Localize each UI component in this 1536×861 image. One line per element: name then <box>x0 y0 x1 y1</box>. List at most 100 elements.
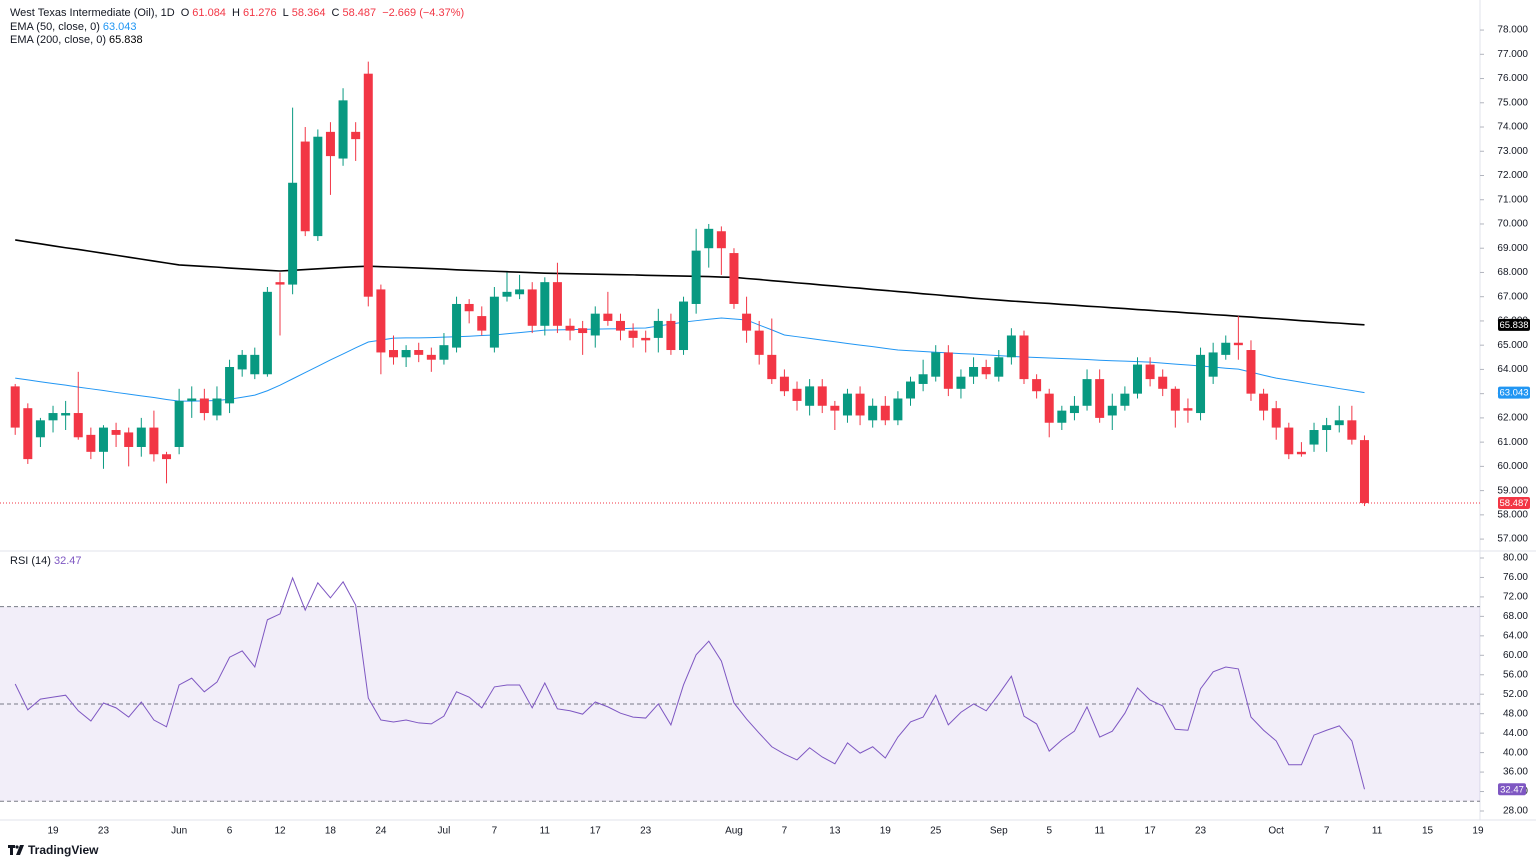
candle-body <box>98 427 108 452</box>
ohlc-label: C <box>331 7 340 19</box>
candle-body <box>1221 342 1231 355</box>
candle-body <box>1284 427 1294 455</box>
y-tick-label: 57.000 <box>1497 534 1528 545</box>
candle-body <box>540 282 550 326</box>
change-value: −2.669 (−4.37%) <box>382 7 465 19</box>
candle-body <box>1145 364 1155 380</box>
y-tick-label: 60.00 <box>1503 650 1528 661</box>
y-tick-label: 76.00 <box>1503 572 1528 583</box>
candle-body <box>830 405 840 411</box>
candle-body <box>162 454 172 460</box>
candle-body <box>880 405 890 421</box>
candle-body <box>212 398 222 416</box>
candle-body <box>969 366 979 377</box>
candle-body <box>414 350 424 355</box>
ohlc-value: 61.276 <box>242 7 277 19</box>
x-tick-label: Jul <box>438 826 451 837</box>
candle-body <box>275 282 285 285</box>
candle-body <box>250 354 260 375</box>
candle-body <box>73 413 83 438</box>
y-tick-label: 67.000 <box>1497 291 1528 302</box>
y-tick-label: 56.00 <box>1503 669 1528 680</box>
indicator-line <box>15 317 1365 402</box>
candle-body <box>1057 410 1067 423</box>
candle-body <box>1069 405 1079 414</box>
x-tick-label: 23 <box>1195 826 1207 837</box>
candle-body <box>552 282 562 326</box>
candle-body <box>515 289 525 295</box>
price-badge <box>1498 497 1530 510</box>
candle-body <box>742 313 752 331</box>
rsi-legend: RSI (14) 32.47 <box>10 556 85 567</box>
candle-body <box>86 434 96 452</box>
candle-body <box>868 405 878 421</box>
y-tick-label: 72.00 <box>1503 592 1528 603</box>
candle-body <box>1196 354 1206 414</box>
y-tick-label: 62.000 <box>1497 413 1528 424</box>
candle-body <box>1322 425 1332 431</box>
candle-body <box>1120 393 1130 406</box>
candle-body <box>817 386 827 406</box>
candle-body <box>590 313 600 336</box>
candle-body <box>502 291 512 297</box>
candle-body <box>199 398 209 414</box>
indicator-line <box>14 576 1365 790</box>
candle-body <box>716 231 726 249</box>
y-tick-label: 65.000 <box>1497 340 1528 351</box>
price-badge <box>1498 318 1530 331</box>
candle-body <box>893 398 903 421</box>
candle-body <box>149 427 159 455</box>
candle-body <box>1107 405 1117 416</box>
candle-body <box>628 330 638 338</box>
x-tick-label: 11 <box>1372 826 1383 837</box>
x-tick-label: 17 <box>1145 826 1157 837</box>
y-tick-label: 59.000 <box>1497 485 1528 496</box>
price-badge-label: 63.043 <box>1499 388 1528 399</box>
legend-name: RSI (14) <box>10 555 51 567</box>
y-tick-label: 68.000 <box>1497 267 1528 278</box>
candle-body <box>1359 440 1369 504</box>
candle-body <box>691 250 701 304</box>
candle-body <box>23 408 33 460</box>
candle-body <box>1019 335 1029 380</box>
x-tick-label: 23 <box>98 826 110 837</box>
candle-body <box>994 357 1004 377</box>
y-tick-label: 58.000 <box>1497 509 1528 520</box>
candle-body <box>527 289 537 326</box>
x-tick-label: 18 <box>325 826 337 837</box>
ohlc-value: 58.487 <box>342 7 377 19</box>
y-tick-label: 76.000 <box>1497 73 1528 84</box>
legend-name: EMA (200, close, 0) <box>10 34 106 46</box>
y-tick-label: 68.00 <box>1503 611 1528 622</box>
candle-body <box>1296 451 1306 455</box>
symbol-title: West Texas Intermediate (Oil), 1D <box>10 7 175 19</box>
legend-value: 65.838 <box>109 34 143 46</box>
y-tick-label: 64.00 <box>1503 630 1528 641</box>
candle-body <box>452 303 462 348</box>
candle-body <box>805 386 815 406</box>
x-tick-label: 7 <box>1324 826 1330 837</box>
indicator-line <box>15 239 1365 326</box>
y-tick-label: 64.000 <box>1497 364 1528 375</box>
x-tick-label: 19 <box>1472 826 1484 837</box>
price-badge-label: 65.838 <box>1499 320 1528 331</box>
candle-body <box>389 350 398 358</box>
y-tick-label: 72.000 <box>1497 170 1528 181</box>
y-tick-label: 78.000 <box>1497 25 1528 36</box>
candle-body <box>10 386 20 428</box>
candle-body <box>1208 352 1218 377</box>
legend-value: 32.47 <box>53 555 82 567</box>
candle-body <box>187 398 197 401</box>
y-tick-label: 36.00 <box>1503 767 1528 778</box>
candle-body <box>578 328 588 334</box>
candle-body <box>1347 420 1357 440</box>
ohlc-value: 58.364 <box>291 7 326 19</box>
x-tick-label: Aug <box>725 826 743 837</box>
y-tick-label: 73.000 <box>1497 146 1528 157</box>
y-tick-label: 28.00 <box>1503 806 1528 817</box>
rsi-band <box>0 606 1480 802</box>
candle-body <box>1095 379 1105 418</box>
candle-body <box>943 352 953 389</box>
candle-body <box>363 73 373 297</box>
